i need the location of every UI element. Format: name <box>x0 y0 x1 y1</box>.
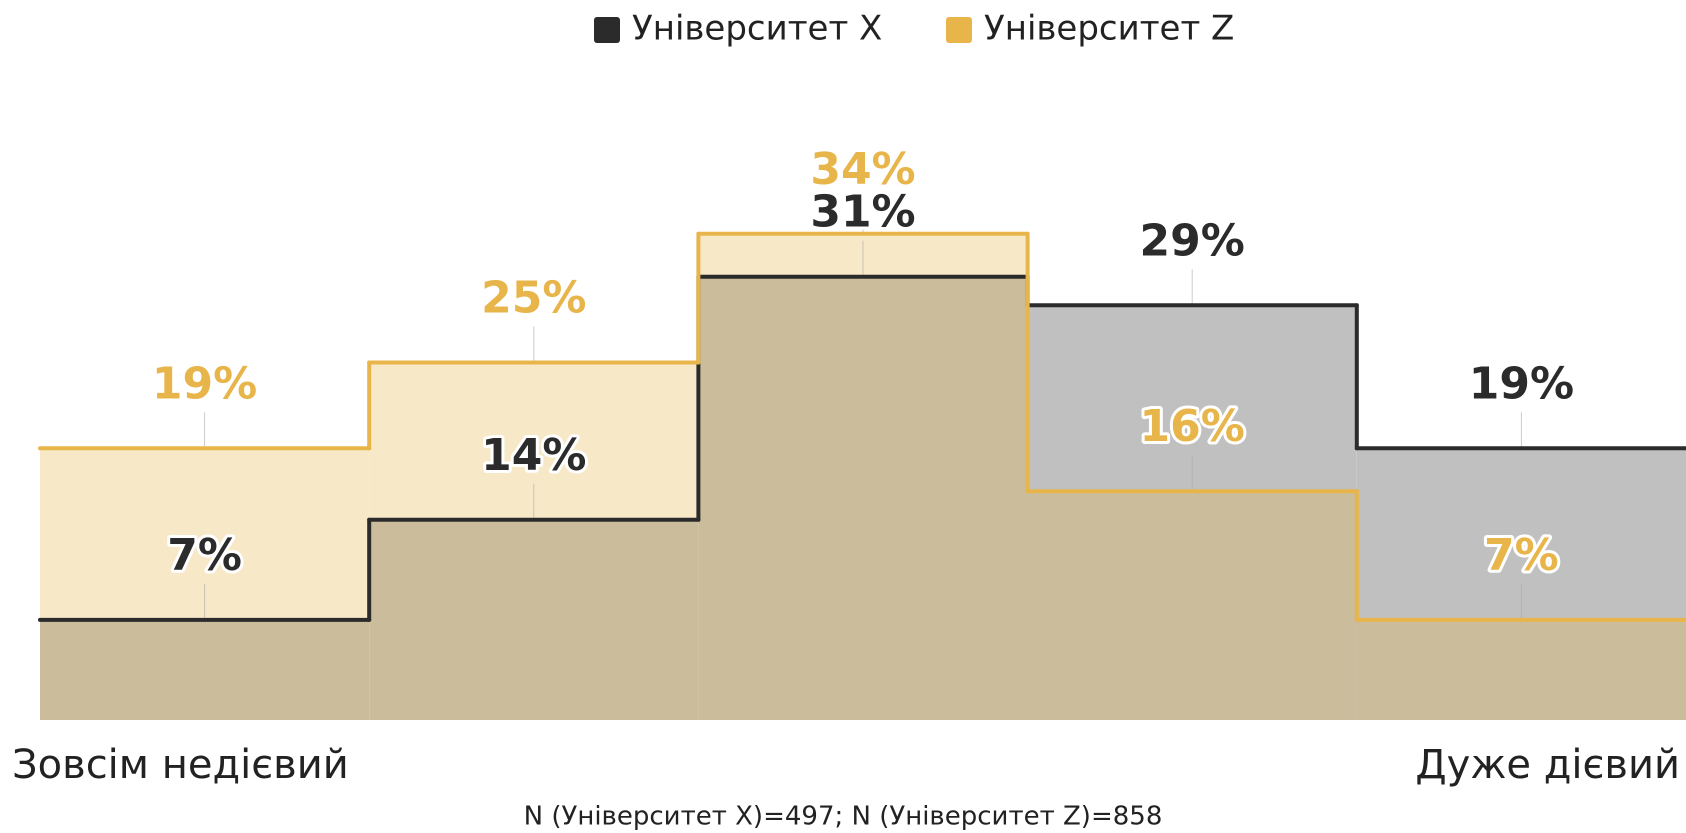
scale-label-left: Зовсім недієвий <box>12 742 349 788</box>
note: N (Університет X)=497; N (Університет Z)… <box>524 802 1163 832</box>
overlap-segment <box>698 276 1028 720</box>
value-label: 16% <box>1140 401 1245 452</box>
value-label: 31% <box>810 187 915 238</box>
value-label: 7% <box>1484 530 1559 581</box>
value-label: 19% <box>1469 358 1574 409</box>
overlap-segment <box>40 619 370 720</box>
legend-swatch <box>946 17 972 43</box>
legend-label: Університет Z <box>984 9 1234 49</box>
value-label: 19% <box>152 358 257 409</box>
value-label: 29% <box>1140 215 1245 266</box>
overlap-segment <box>1027 491 1357 720</box>
value-label: 25% <box>481 273 586 324</box>
value-label: 14% <box>481 430 586 481</box>
scale-label-right: Дуже дієвий <box>1415 742 1680 788</box>
value-label: 7% <box>167 530 242 581</box>
value-label: 34% <box>810 144 915 195</box>
overlap-segment <box>369 519 699 720</box>
overlap-segment <box>1356 619 1686 720</box>
legend-label: Університет X <box>632 9 882 49</box>
legend-swatch <box>594 17 620 43</box>
